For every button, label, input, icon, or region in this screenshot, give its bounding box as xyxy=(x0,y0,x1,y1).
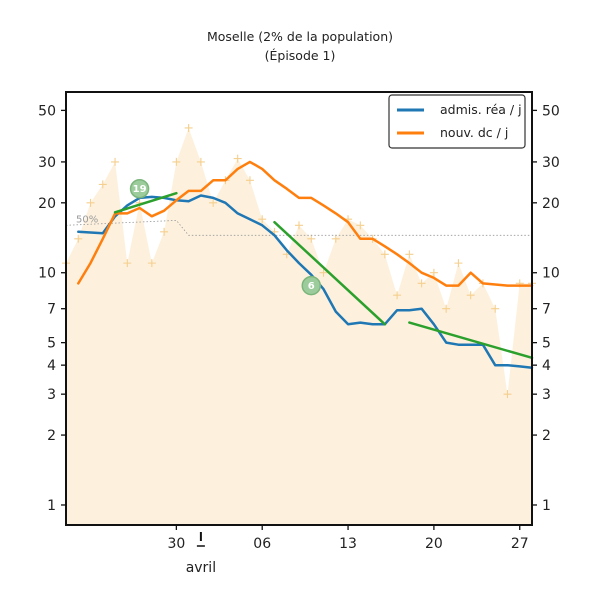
daily-marker xyxy=(245,176,254,185)
daily-marker xyxy=(454,259,463,268)
plot-area: 50% 19 6 xyxy=(62,123,536,525)
daily-marker xyxy=(74,234,83,243)
daily-marker xyxy=(417,279,426,288)
axes: 1 1 2 2 3 3 4 4 5 5 7 7 10 10 20 20 30 30 50 50 30 06 13 20 27 av… xyxy=(38,91,560,576)
daily-marker xyxy=(405,250,414,259)
daily-marker xyxy=(491,304,500,313)
legend-label-admissions: admis. réa / j xyxy=(440,102,522,117)
chart-subtitle: (Épisode 1) xyxy=(265,48,336,63)
y-tick-label-right: 50 xyxy=(542,103,560,119)
daily-marker xyxy=(466,291,475,300)
daily-marker xyxy=(209,198,218,207)
trend-line xyxy=(273,220,387,326)
y-tick-label-right: 10 xyxy=(542,266,560,282)
legend: admis. réa / j nouv. dc / j xyxy=(388,94,526,149)
annotation-badge xyxy=(129,178,150,199)
daily-marker xyxy=(503,390,512,399)
legend-box xyxy=(388,94,526,149)
daily-marker xyxy=(147,259,156,268)
trend-line xyxy=(408,321,534,360)
legend-label-deaths: nouv. dc / j xyxy=(440,125,508,140)
y-tick-label-left: 5 xyxy=(47,336,56,352)
y-tick-label-left: 10 xyxy=(38,266,56,282)
x-tick-label: 27 xyxy=(511,536,529,552)
y-tick-label-right: 4 xyxy=(542,358,551,374)
daily-marker xyxy=(233,154,242,163)
daily-marker xyxy=(319,268,328,277)
median-line xyxy=(65,219,532,236)
series-deaths-line xyxy=(77,160,534,287)
daily-marker xyxy=(111,157,120,166)
y-tick-label-right: 2 xyxy=(542,428,551,444)
y-tick-label-left: 1 xyxy=(47,498,56,514)
chart-title: Moselle (2% de la population) xyxy=(207,29,393,44)
y-tick-label-left: 20 xyxy=(38,196,56,212)
y-tick-label-right: 7 xyxy=(542,302,551,318)
daily-marker xyxy=(98,180,107,189)
daily-marker xyxy=(172,157,181,166)
x-tick-label: 13 xyxy=(339,536,357,552)
daily-marker xyxy=(295,221,303,230)
daily-marker xyxy=(356,221,365,230)
annotation-badge xyxy=(301,275,322,296)
x-tick-label: 20 xyxy=(425,536,443,552)
y-tick-label-left: 3 xyxy=(47,387,56,403)
y-tick-label-left: 4 xyxy=(47,358,56,374)
y-tick-label-right: 20 xyxy=(542,196,560,212)
annotation-label: 19 xyxy=(133,184,147,195)
y-tick-label-right: 5 xyxy=(542,336,551,352)
y-tick-label-left: 30 xyxy=(38,155,56,171)
daily-marker xyxy=(380,250,389,259)
month-label: avril xyxy=(186,560,216,576)
daily-marker xyxy=(123,259,132,268)
daily-marker xyxy=(160,227,169,236)
y-tick-label-right: 3 xyxy=(542,387,551,403)
daily-marker xyxy=(429,268,438,277)
trend-line xyxy=(113,191,178,214)
daily-marker xyxy=(184,123,193,132)
daily-marker xyxy=(258,215,267,224)
daily-marker xyxy=(196,157,205,166)
x-tick-label: 30 xyxy=(167,536,185,552)
y-tick-label-left: 2 xyxy=(47,428,56,444)
annotation-label: 6 xyxy=(308,281,315,292)
median-label: 50% xyxy=(76,214,98,225)
daily-marker xyxy=(393,291,402,300)
daily-marker xyxy=(307,234,316,243)
daily-marker xyxy=(331,234,340,243)
y-tick-label-left: 7 xyxy=(47,302,56,318)
series-admissions-line xyxy=(77,194,534,369)
x-tick-label: 06 xyxy=(253,536,271,552)
daily-marker xyxy=(86,198,95,207)
y-tick-label-left: 50 xyxy=(38,103,56,119)
daily-marker xyxy=(442,304,451,313)
y-tick-label-right: 1 xyxy=(542,498,551,514)
y-tick-label-right: 30 xyxy=(542,155,560,171)
